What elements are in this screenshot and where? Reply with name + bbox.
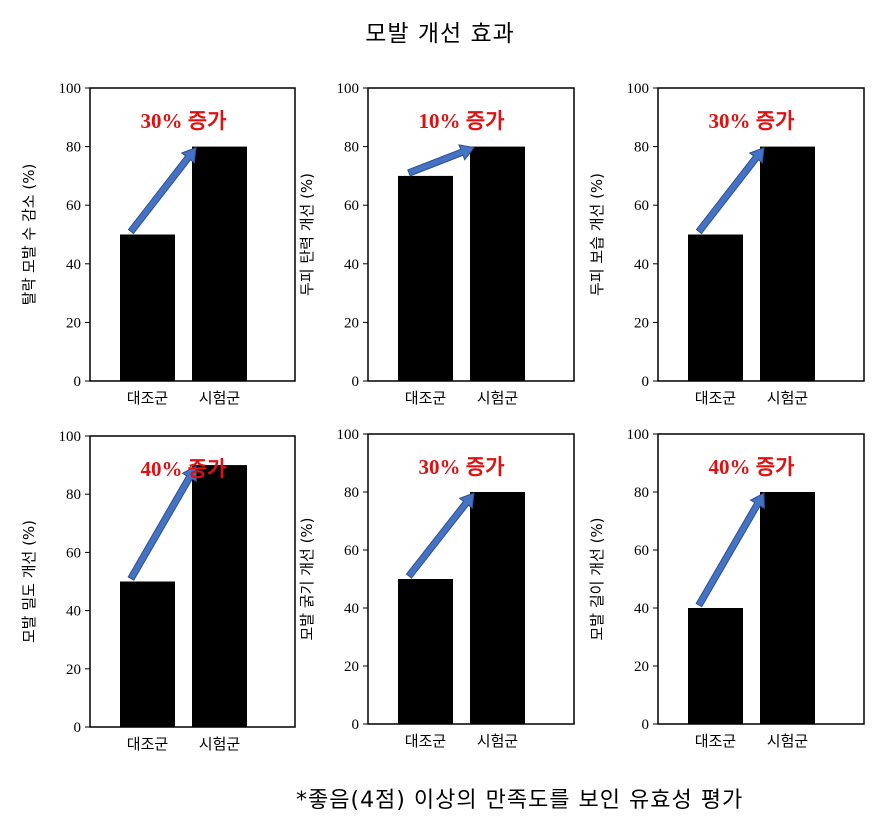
bar-control [688, 608, 743, 724]
chart-title: 모발 개선 효과 [365, 21, 515, 47]
y-axis-label: 모발 밀도 개선 (%) [20, 520, 38, 643]
y-tick-label: 80 [634, 140, 649, 156]
plot-area: 0 20 40 60 80 100 두피 보습 개선 (%) 대조군 시험군 30% 증가 [588, 81, 865, 407]
increase-arrow [405, 492, 475, 579]
bar-control [120, 234, 175, 381]
bar-control [688, 234, 743, 381]
y-tick-label: 100 [337, 81, 360, 97]
increase-annotation: 40% 증가 [141, 457, 228, 481]
y-axis-label: 모발 길이 개선 (%) [588, 517, 606, 640]
bar-control [120, 581, 175, 727]
bar-test [470, 492, 525, 724]
x-category-label: 대조군 [405, 732, 447, 750]
y-tick-label: 100 [627, 427, 650, 443]
chart-panel-4: 0 20 40 60 80 100 모발 밀도 개선 (%) 대조군 시험군 40% 증가 [20, 429, 296, 753]
bar-test [760, 146, 815, 381]
y-tick-label: 0 [352, 717, 360, 733]
y-axis-label: 두피 탄력 개선 (%) [298, 173, 316, 296]
y-tick-label: 20 [634, 315, 649, 331]
y-tick-label: 0 [74, 374, 82, 390]
plot-area: 0 20 40 60 80 100 모발 굵기 개선 (%) 대조군 시험군 30% 증가 [298, 427, 575, 750]
x-category-label: 시험군 [767, 389, 809, 407]
y-axis-label: 두피 보습 개선 (%) [588, 173, 606, 296]
x-category-label: 시험군 [477, 389, 519, 407]
y-tick-label: 40 [344, 257, 359, 273]
plot-area: 0 20 40 60 80 100 모발 밀도 개선 (%) 대조군 시험군 40% 증가 [20, 429, 296, 753]
increase-annotation: 30% 증가 [419, 455, 506, 479]
y-tick-label: 40 [66, 604, 81, 620]
chart-panel-6: 0 20 40 60 80 100 모발 길이 개선 (%) 대조군 시험군 40% 증가 [588, 427, 865, 750]
y-tick-label: 20 [66, 662, 81, 678]
increase-annotation: 40% 증가 [709, 455, 796, 479]
chart-panel-1: 0 20 40 60 80 100 탈락 모발 수 감소 (%) 대조군 시험군 30% 증가 [20, 81, 296, 407]
y-tick-label: 100 [59, 429, 82, 445]
x-category-label: 시험군 [767, 732, 809, 750]
y-tick-label: 80 [634, 485, 649, 501]
bar-test [470, 146, 525, 381]
chart-panel-2: 0 20 40 60 80 100 두피 탄력 개선 (%) 대조군 시험군 10% 증가 [298, 81, 575, 407]
x-category-label: 대조군 [127, 389, 169, 407]
y-tick-label: 40 [66, 257, 81, 273]
y-tick-label: 80 [344, 140, 359, 156]
bar-test [192, 465, 247, 727]
y-tick-label: 60 [66, 545, 81, 561]
y-tick-label: 60 [634, 543, 649, 559]
x-category-label: 시험군 [477, 732, 519, 750]
plot-area: 0 20 40 60 80 100 두피 탄력 개선 (%) 대조군 시험군 10% 증가 [298, 81, 575, 407]
increase-arrow [695, 492, 765, 608]
increase-arrow [407, 144, 475, 177]
y-tick-label: 20 [344, 659, 359, 675]
bar-control [398, 579, 453, 724]
y-tick-label: 0 [352, 374, 360, 390]
chart-panel-5: 0 20 40 60 80 100 모발 굵기 개선 (%) 대조군 시험군 30% 증가 [298, 427, 575, 750]
y-tick-label: 20 [344, 315, 359, 331]
plot-area: 0 20 40 60 80 100 모발 길이 개선 (%) 대조군 시험군 40% 증가 [588, 427, 865, 750]
y-tick-label: 0 [642, 374, 650, 390]
increase-annotation: 30% 증가 [141, 109, 228, 133]
x-category-label: 시험군 [199, 389, 241, 407]
y-tick-label: 40 [634, 257, 649, 273]
y-tick-label: 40 [344, 601, 359, 617]
bar-control [398, 175, 453, 381]
y-tick-label: 80 [66, 487, 81, 503]
increase-arrow [127, 465, 197, 581]
footnote: *좋음(4점) 이상의 만족도를 보인 유효성 평가 [296, 788, 744, 813]
y-axis-label: 탈락 모발 수 감소 (%) [20, 164, 38, 306]
chart-panel-3: 0 20 40 60 80 100 두피 보습 개선 (%) 대조군 시험군 30% 증가 [588, 81, 865, 407]
plot-area: 0 20 40 60 80 100 탈락 모발 수 감소 (%) 대조군 시험군 30% 증가 [20, 81, 296, 407]
increase-annotation: 10% 증가 [419, 109, 506, 133]
increase-arrow [695, 146, 765, 235]
y-tick-label: 0 [642, 717, 650, 733]
y-tick-label: 60 [344, 198, 359, 214]
y-tick-label: 40 [634, 601, 649, 617]
bar-test [192, 146, 247, 381]
x-category-label: 대조군 [695, 732, 737, 750]
x-category-label: 대조군 [405, 389, 447, 407]
bar-test [760, 492, 815, 724]
y-tick-label: 100 [59, 81, 82, 97]
x-category-label: 시험군 [199, 735, 241, 753]
y-tick-label: 20 [66, 315, 81, 331]
y-tick-label: 60 [66, 198, 81, 214]
y-tick-label: 60 [634, 198, 649, 214]
increase-arrow [127, 146, 197, 235]
y-tick-label: 100 [627, 81, 650, 97]
y-tick-label: 60 [344, 543, 359, 559]
x-category-label: 대조군 [127, 735, 169, 753]
y-tick-label: 0 [74, 720, 82, 736]
x-category-label: 대조군 [695, 389, 737, 407]
y-tick-label: 80 [344, 485, 359, 501]
increase-annotation: 30% 증가 [709, 109, 796, 133]
y-tick-label: 80 [66, 140, 81, 156]
y-tick-label: 20 [634, 659, 649, 675]
y-tick-label: 100 [337, 427, 360, 443]
y-axis-label: 모발 굵기 개선 (%) [298, 517, 316, 640]
